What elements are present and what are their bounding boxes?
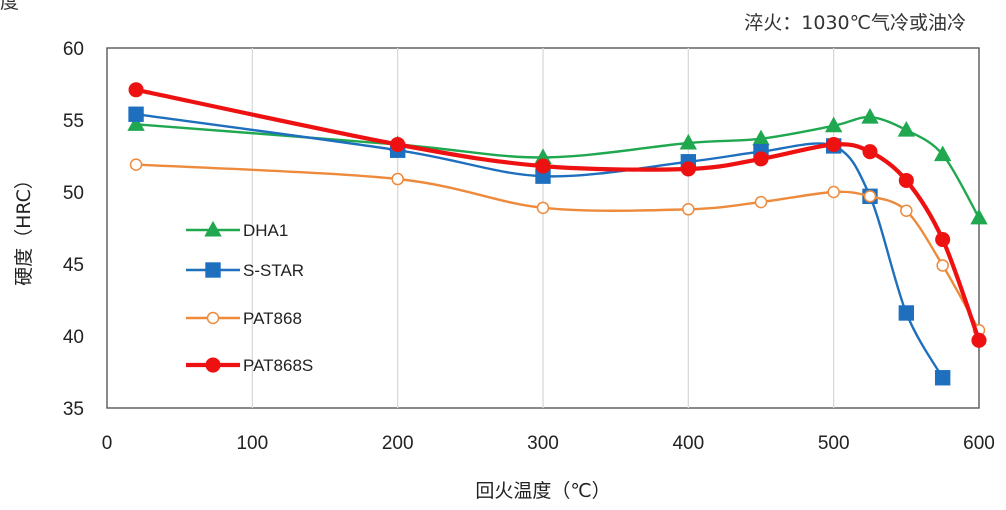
series-line <box>135 87 981 342</box>
data-point <box>935 231 951 248</box>
data-point <box>970 208 988 225</box>
data-point <box>753 151 769 167</box>
x-tick-label: 500 <box>818 433 850 454</box>
data-point <box>898 172 914 189</box>
series-line <box>135 113 944 379</box>
legend-item: S-STAR <box>186 261 304 280</box>
legend-label: PAT868S <box>243 356 313 375</box>
series-pat868s <box>128 82 987 348</box>
data-point <box>682 203 695 216</box>
data-point <box>679 133 698 150</box>
legend-label: DHA1 <box>243 221 288 240</box>
x-tick-label: 0 <box>102 433 113 454</box>
grid-lines <box>251 48 835 408</box>
data-point <box>824 116 843 133</box>
series-line <box>136 163 981 331</box>
x-tick-label: 600 <box>963 433 995 454</box>
data-point <box>971 332 987 348</box>
data-point <box>897 120 916 137</box>
y-tick-label: 60 <box>63 39 84 60</box>
series-layer <box>127 82 988 386</box>
y-tick-label: 50 <box>63 183 84 204</box>
data-point <box>128 82 144 98</box>
legend-label: PAT868 <box>243 309 302 328</box>
data-point <box>898 305 915 321</box>
data-point <box>826 136 842 153</box>
data-point <box>863 190 877 203</box>
corner-text: 度 <box>0 0 19 13</box>
y-tick-label: 45 <box>63 255 84 276</box>
legend-label: S-STAR <box>243 261 304 280</box>
data-point <box>900 204 913 217</box>
legend-marker <box>205 262 221 278</box>
data-point <box>127 115 145 131</box>
data-point <box>752 129 770 146</box>
series-s-star <box>128 106 951 386</box>
data-point <box>936 259 949 272</box>
legend-item: DHA1 <box>186 220 288 240</box>
data-point <box>129 158 143 171</box>
data-point <box>128 106 144 122</box>
series-pat868 <box>129 158 986 337</box>
x-axis-title: 回火温度（℃） <box>475 480 610 502</box>
data-point <box>754 195 768 209</box>
data-point <box>391 172 404 186</box>
data-point <box>680 161 696 177</box>
legend-marker <box>205 357 221 373</box>
data-point <box>535 158 551 174</box>
data-point <box>827 185 840 199</box>
legend: DHA1 S-STAR PAT868 PAT868S <box>186 220 313 375</box>
y-tick-label: 40 <box>63 327 84 348</box>
x-tick-label: 100 <box>236 433 268 454</box>
x-tick-label: 200 <box>382 433 414 454</box>
x-tick-label: 300 <box>527 433 559 454</box>
y-axis-title: 硬度（HRC） <box>13 170 35 286</box>
legend-item: PAT868S <box>186 356 313 375</box>
data-point <box>934 370 951 386</box>
x-tick-label: 400 <box>672 433 704 454</box>
data-point <box>536 201 550 215</box>
legend-marker <box>206 311 220 325</box>
data-point <box>933 145 952 162</box>
data-point <box>390 136 406 153</box>
data-point <box>862 144 878 160</box>
y-tick-label: 35 <box>63 399 84 420</box>
y-tick-label: 55 <box>63 111 84 132</box>
tick-labels: 0 100 200 300 400 500 600 35 40 45 50 55 60 <box>63 39 995 454</box>
legend-marker <box>204 220 222 237</box>
chart-annotation: 淬火：1030℃气冷或油冷 <box>744 12 966 34</box>
legend-item: PAT868 <box>186 309 302 328</box>
data-point <box>861 108 879 124</box>
